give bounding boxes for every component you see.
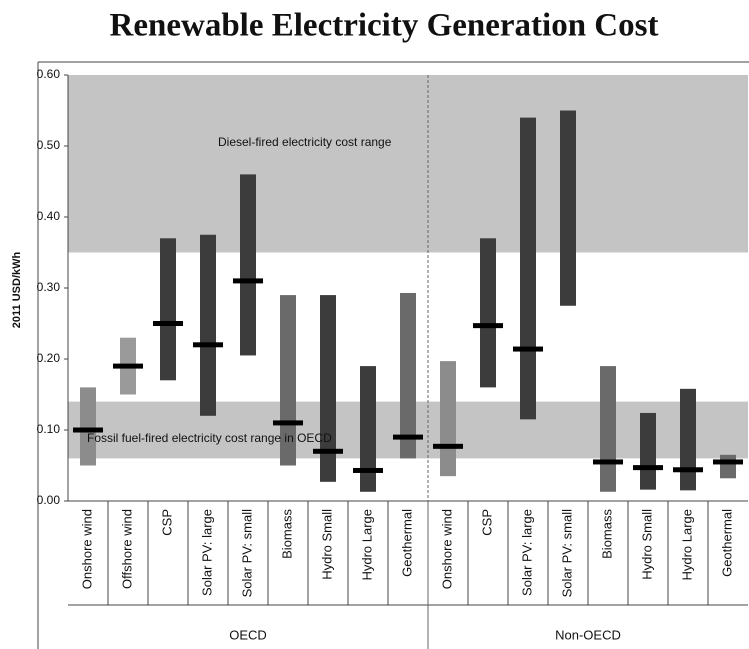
y-tick-label: 0.10 — [37, 422, 61, 436]
y-axis-label: 2011 USD/kWh — [11, 252, 23, 329]
midpoint-marker — [73, 427, 103, 433]
band-label: Fossil fuel-fired electricity cost range… — [87, 431, 332, 445]
y-tick-label: 0.30 — [37, 280, 61, 294]
x-tick-label: Solar PV: small — [559, 509, 574, 597]
midpoint-marker — [273, 420, 303, 426]
range-bar — [480, 238, 496, 388]
midpoint-marker — [593, 459, 623, 465]
midpoint-marker — [233, 278, 263, 284]
x-tick-label: Onshore wind — [439, 509, 454, 589]
x-tick-label: Solar PV: large — [199, 509, 214, 596]
range-bar — [200, 234, 216, 416]
x-tick-label: Solar PV: large — [519, 509, 534, 596]
x-tick-label: Hydro Small — [639, 509, 654, 580]
midpoint-marker — [633, 465, 663, 471]
range-bar — [160, 238, 176, 381]
x-tick-label: Onshore wind — [79, 509, 94, 589]
range-bar — [680, 388, 696, 491]
x-tick-label: Offshore wind — [119, 509, 134, 589]
x-tick-label: Biomass — [279, 509, 294, 559]
midpoint-marker — [193, 342, 223, 348]
range-bar — [600, 366, 616, 492]
x-tick-label: Hydro Large — [359, 509, 374, 581]
range-bar — [240, 174, 256, 356]
cost-band — [68, 75, 748, 253]
midpoint-marker — [153, 321, 183, 326]
x-tick-label: Hydro Small — [319, 509, 334, 580]
midpoint-marker — [393, 434, 423, 440]
x-tick-label: CSP — [479, 509, 494, 536]
x-tick-label: Hydro Large — [679, 509, 694, 581]
midpoint-marker — [113, 363, 143, 369]
x-tick-label: Biomass — [599, 509, 614, 559]
group-label: OECD — [229, 627, 267, 642]
y-tick-label: 0.60 — [37, 67, 61, 81]
y-tick-label: 0.20 — [37, 351, 61, 365]
midpoint-marker — [313, 448, 343, 454]
range-bar — [80, 387, 96, 466]
midpoint-marker — [473, 323, 503, 329]
group-label: Non-OECD — [555, 627, 621, 642]
x-tick-label: Geothermal — [719, 509, 734, 577]
midpoint-marker — [513, 346, 543, 352]
range-bar — [520, 117, 536, 420]
midpoint-marker — [353, 467, 383, 473]
range-bar — [560, 110, 576, 306]
range-bar — [440, 361, 456, 477]
range-bar — [720, 454, 736, 479]
x-tick-label: Solar PV: small — [239, 509, 254, 597]
band-label: Diesel-fired electricity cost range — [218, 135, 392, 149]
range-bar — [320, 295, 336, 482]
x-tick-label: CSP — [159, 509, 174, 536]
y-tick-label: 0.40 — [37, 209, 61, 223]
y-tick-label: 0.50 — [37, 138, 61, 152]
midpoint-marker — [713, 459, 743, 465]
range-bar — [400, 292, 416, 459]
x-tick-label: Geothermal — [399, 509, 414, 577]
range-bar — [360, 366, 376, 492]
y-tick-label: 0.00 — [37, 493, 61, 507]
midpoint-marker — [433, 443, 463, 449]
range-bar — [640, 412, 656, 490]
midpoint-marker — [673, 467, 703, 473]
chart-title: Renewable Electricity Generation Cost — [110, 8, 659, 44]
